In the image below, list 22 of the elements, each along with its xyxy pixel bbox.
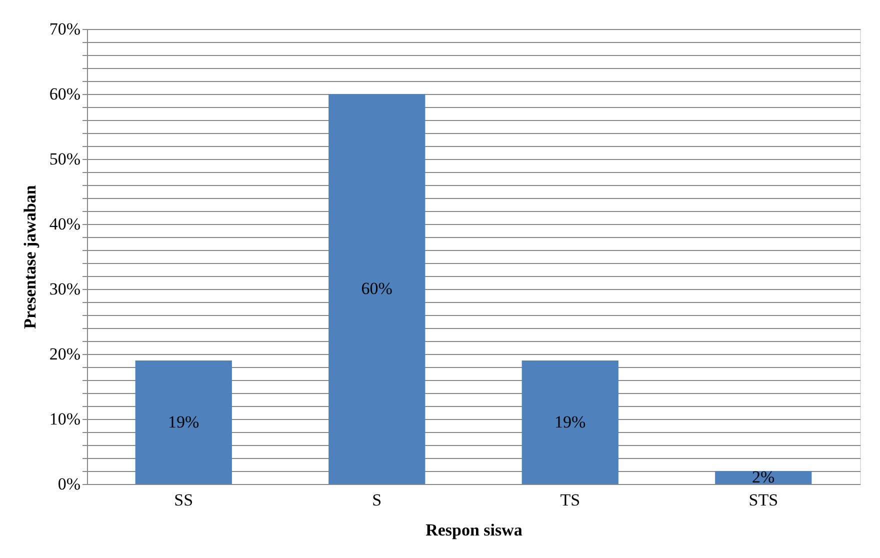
y-tick-label: 50% (49, 150, 80, 168)
bar (715, 471, 812, 484)
data-label: 2% (752, 468, 775, 486)
y-tick-label: 10% (49, 410, 80, 428)
y-axis-title: Presentase jawaban (20, 184, 40, 329)
x-tick-label: STS (748, 490, 778, 510)
bar (328, 94, 426, 484)
y-tick-label: 60% (49, 84, 80, 104)
y-tick-label: 0% (58, 474, 80, 494)
bar (135, 360, 232, 484)
y-tick-label: 70% (49, 20, 80, 38)
x-tick-label: SS (174, 490, 194, 510)
x-tick-label: S (372, 490, 382, 510)
x-tick-label: TS (560, 490, 580, 510)
y-tick-label: 20% (49, 344, 80, 364)
y-tick-label: 30% (49, 280, 80, 298)
bar (522, 360, 618, 484)
data-label: 60% (361, 279, 392, 298)
x-axis-title: Respon siswa (426, 520, 523, 540)
data-label: 19% (554, 412, 586, 432)
y-tick-label: 40% (49, 214, 80, 234)
data-label: 19% (168, 412, 200, 432)
